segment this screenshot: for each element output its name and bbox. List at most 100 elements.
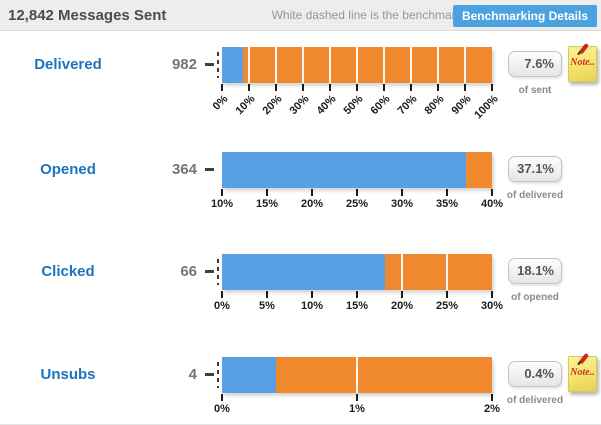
axis-tick-label: 25% bbox=[345, 198, 369, 210]
axis-tick-label: 10% bbox=[233, 93, 258, 118]
sticky-note-label: Note.. bbox=[570, 57, 595, 68]
metric-row-delivered: Delivered 982 0% 10% 20% 30% 40% 50% 60% 70% 80%… bbox=[0, 35, 601, 137]
axis-tick bbox=[491, 189, 493, 196]
stacked-bar bbox=[222, 357, 492, 393]
rate-percent-caption: of delivered bbox=[506, 395, 564, 406]
metric-value: 982 bbox=[171, 56, 197, 73]
benchmark-dashed-line bbox=[217, 362, 219, 388]
stacked-bar bbox=[222, 47, 492, 83]
axis-tick bbox=[401, 291, 403, 298]
axis-tick-label: 70% bbox=[395, 93, 420, 118]
axis-tick-label: 60% bbox=[368, 93, 393, 118]
axis-tick-label: 0% bbox=[214, 300, 230, 312]
axis-tick-label: 10% bbox=[210, 198, 234, 210]
axis-tick-label: 90% bbox=[449, 93, 474, 118]
axis-tick-label: 15% bbox=[345, 300, 369, 312]
axis-tick-label: 30% bbox=[287, 93, 312, 118]
axis-tick bbox=[446, 291, 448, 298]
bar-gridline bbox=[437, 47, 439, 83]
axis-tick-label: 1% bbox=[349, 403, 365, 415]
metric-label: Clicked bbox=[41, 263, 95, 280]
bar-gridline bbox=[383, 47, 385, 83]
rate-bar-segment bbox=[222, 152, 466, 188]
axis-tick-label: 10% bbox=[300, 300, 324, 312]
metric-label: Unsubs bbox=[40, 366, 96, 383]
metric-value: 4 bbox=[188, 366, 197, 383]
axis-tick-label: 30% bbox=[480, 300, 504, 312]
axis-tick-label: 5% bbox=[259, 300, 275, 312]
axis-tick-label: 0% bbox=[210, 93, 231, 113]
sticky-note[interactable]: Note.. bbox=[568, 352, 597, 392]
axis-tick-label: 25% bbox=[435, 300, 459, 312]
bar-chart-clicked: 0% 5% 10% 15% 20% 25% 30% bbox=[214, 254, 503, 312]
benchmark-dashed-line bbox=[217, 259, 219, 285]
bar-chart-delivered: 0% 10% 20% 30% 40% 50% 60% 70% 80% 90% 100% bbox=[211, 47, 500, 121]
benchmarking-details-button[interactable]: Benchmarking Details bbox=[452, 5, 597, 27]
metric-row-unsubs: Unsubs 4 0% 1% 2% 0.4% of delivered Note.. bbox=[0, 345, 601, 424]
value-dash bbox=[205, 63, 214, 66]
axis-tick bbox=[491, 84, 493, 91]
axis-tick-label: 35% bbox=[435, 198, 459, 210]
axis-tick bbox=[221, 291, 223, 298]
metric-row-clicked: Clicked 66 0% 5% 10% 15% 20% 25% 30% 18.1% of … bbox=[0, 242, 601, 344]
value-dash bbox=[205, 270, 214, 273]
metric-label: Delivered bbox=[34, 56, 102, 73]
axis-tick bbox=[491, 291, 493, 298]
axis-tick-label: 20% bbox=[300, 198, 324, 210]
bar-gridline bbox=[401, 254, 403, 290]
rate-bar-segment bbox=[222, 357, 276, 393]
axis-tick bbox=[401, 189, 403, 196]
axis-tick bbox=[329, 84, 331, 91]
bar-gridline bbox=[410, 47, 412, 83]
report-header: 12,842 Messages Sent White dashed line i… bbox=[0, 0, 601, 31]
bar-gridline bbox=[356, 357, 358, 393]
metric-value: 364 bbox=[171, 161, 197, 178]
axis-tick bbox=[266, 189, 268, 196]
axis-tick bbox=[437, 84, 439, 91]
axis-tick-label: 2% bbox=[484, 403, 500, 415]
bar-gridline bbox=[275, 47, 277, 83]
sticky-note[interactable]: Note.. bbox=[568, 42, 597, 82]
bar-gridline bbox=[446, 254, 448, 290]
value-dash bbox=[205, 168, 214, 171]
axis-tick bbox=[356, 394, 358, 401]
bar-gridline bbox=[302, 47, 304, 83]
axis-tick-label: 0% bbox=[214, 403, 230, 415]
page-title: 12,842 Messages Sent bbox=[8, 7, 167, 24]
rate-percent-caption: of delivered bbox=[506, 190, 564, 201]
bar-gridline bbox=[248, 47, 250, 83]
bar-gridline bbox=[356, 47, 358, 83]
axis-tick-label: 20% bbox=[260, 93, 285, 118]
benchmark-dashed-line bbox=[217, 52, 219, 78]
axis-tick bbox=[221, 189, 223, 196]
axis-tick bbox=[275, 84, 277, 91]
axis-tick bbox=[311, 189, 313, 196]
benchmark-hint-text: White dashed line is the benchmark. bbox=[271, 8, 465, 22]
axis-tick bbox=[356, 84, 358, 91]
axis-tick bbox=[221, 84, 223, 91]
axis-tick bbox=[302, 84, 304, 91]
axis-tick-label: 30% bbox=[390, 198, 414, 210]
bar-chart-opened: 10% 15% 20% 25% 30% 35% 40% bbox=[211, 152, 503, 210]
rate-percent-badge: 18.1% bbox=[508, 258, 562, 284]
axis-tick bbox=[266, 291, 268, 298]
axis-tick bbox=[356, 189, 358, 196]
bar-chart-unsubs: 0% 1% 2% bbox=[214, 357, 500, 415]
axis-tick bbox=[311, 291, 313, 298]
axis-tick-label: 80% bbox=[422, 93, 447, 118]
rate-percent-badge: 0.4% bbox=[508, 361, 562, 387]
stacked-bar bbox=[222, 254, 492, 290]
bar-gridline bbox=[464, 47, 466, 83]
rate-percent-caption: of sent bbox=[518, 85, 552, 96]
metric-row-opened: Opened 364 10% 15% 20% 25% 30% 35% 40% 37.1% o… bbox=[0, 140, 601, 242]
axis-tick bbox=[221, 394, 223, 401]
axis-tick-label: 40% bbox=[314, 93, 339, 118]
value-dash bbox=[205, 373, 214, 376]
axis-tick-label: 20% bbox=[390, 300, 414, 312]
rate-percent-badge: 37.1% bbox=[508, 156, 562, 182]
axis-tick bbox=[464, 84, 466, 91]
axis-tick bbox=[491, 394, 493, 401]
axis-tick bbox=[383, 84, 385, 91]
axis-tick bbox=[446, 189, 448, 196]
